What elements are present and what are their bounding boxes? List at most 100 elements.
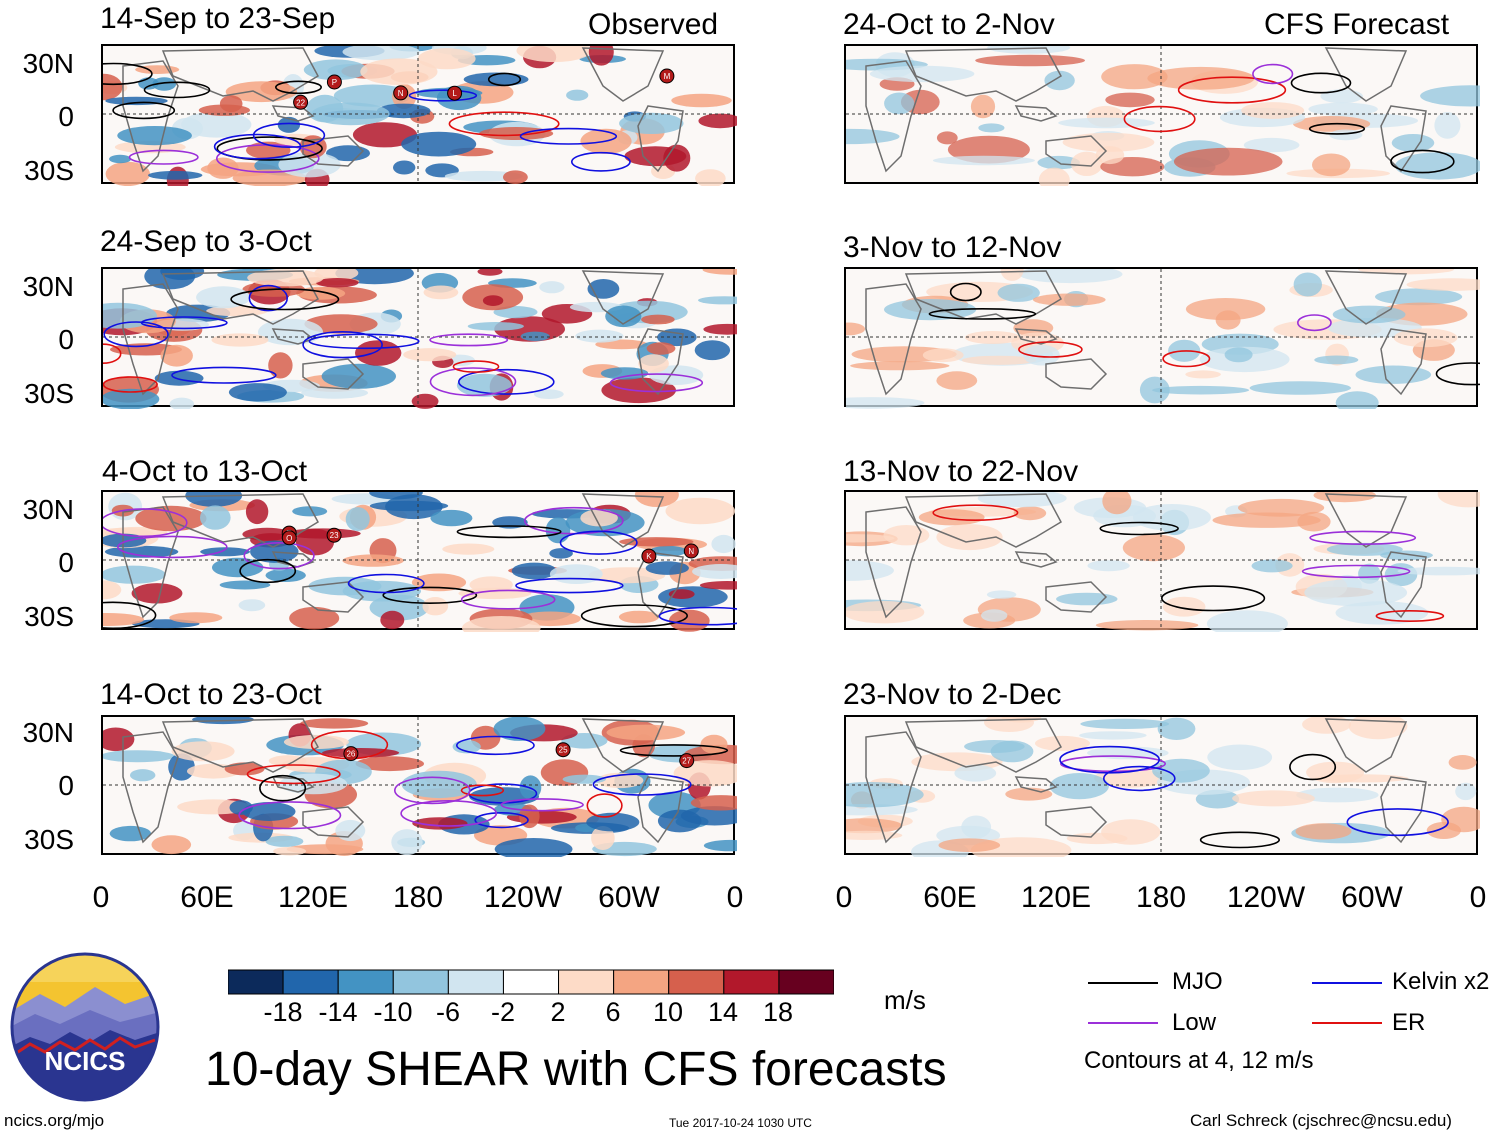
cb-tick-m18: -18 xyxy=(263,997,303,1027)
wave-contour xyxy=(393,776,471,805)
coastline xyxy=(161,270,319,325)
shear-anomaly-blob xyxy=(846,128,900,145)
coastline xyxy=(581,47,665,102)
shear-anomaly-blob xyxy=(403,348,457,362)
storm-marker xyxy=(679,753,695,769)
y-tick-30s-p2: 30S xyxy=(24,378,74,409)
shear-anomaly-blob xyxy=(283,734,349,750)
shear-anomaly-blob xyxy=(869,65,975,83)
storm-marker-label: N xyxy=(688,547,694,556)
wave-contour xyxy=(515,577,624,594)
map-panel-6-svg xyxy=(846,269,1480,409)
x-tick-left-0-end: 0 xyxy=(726,881,744,914)
coastline xyxy=(1045,135,1108,167)
coastline xyxy=(302,135,365,167)
shear-anomaly-blob xyxy=(703,839,737,852)
storm-marker xyxy=(326,74,342,90)
column-title-observed: Observed xyxy=(588,8,719,41)
shear-anomaly-blob xyxy=(273,846,306,856)
wave-contour xyxy=(1290,72,1352,94)
coastline xyxy=(637,776,684,844)
coastline xyxy=(865,731,922,844)
map-panel-7-svg xyxy=(846,492,1480,632)
shear-anomaly-blob xyxy=(1249,381,1351,395)
map-panel-1: 22 N P M L xyxy=(101,44,737,186)
colorbar-swatch-1 xyxy=(282,969,339,995)
shear-anomaly-blob xyxy=(846,322,866,336)
shear-anomaly-blob xyxy=(846,818,903,834)
shear-anomaly-blob xyxy=(690,795,737,811)
coastline xyxy=(1380,776,1427,844)
shear-anomaly-blob xyxy=(463,72,529,87)
shear-anomaly-blob xyxy=(961,355,1037,365)
wave-contour xyxy=(140,316,228,330)
shear-anomaly-blob xyxy=(600,367,649,380)
wave-contour xyxy=(408,89,478,102)
shear-anomaly-blob xyxy=(422,597,449,616)
shear-anomaly-blob xyxy=(1329,129,1363,141)
shear-anomaly-blob xyxy=(695,169,726,186)
shear-anomaly-blob xyxy=(711,534,736,554)
shear-anomaly-blob xyxy=(1314,355,1359,365)
shear-anomaly-blob xyxy=(477,269,503,276)
panel-title-7: 13-Nov to 22-Nov xyxy=(843,455,1079,488)
wave-contour xyxy=(1161,585,1266,612)
shear-anomaly-blob xyxy=(586,812,640,832)
shear-anomaly-blob xyxy=(1434,112,1461,139)
shear-anomaly-blob xyxy=(503,170,528,184)
shear-anomaly-blob xyxy=(657,328,697,347)
wave-contour xyxy=(609,373,704,393)
shear-anomaly-blob xyxy=(665,497,736,525)
x-tick-right-0: 0 xyxy=(835,881,853,914)
shear-anomaly-blob xyxy=(1087,746,1169,760)
shear-anomaly-blob xyxy=(1173,147,1283,176)
x-tick-left-0: 0 xyxy=(92,881,110,914)
shear-anomaly-blob xyxy=(401,131,477,157)
y-tick-0-p3: 0 xyxy=(58,547,74,578)
shear-anomaly-blob xyxy=(369,500,449,512)
shear-anomaly-blob xyxy=(1391,134,1435,152)
shear-anomaly-blob xyxy=(160,269,205,280)
shear-anomaly-blob xyxy=(918,509,985,526)
wave-contour xyxy=(1375,610,1445,623)
storm-marker-label: 23 xyxy=(330,531,339,540)
wave-contour xyxy=(275,80,323,95)
shear-anomaly-blob xyxy=(566,89,589,101)
footer-site-link[interactable]: ncics.org/mjo xyxy=(4,1111,105,1130)
shear-anomaly-blob xyxy=(304,314,378,334)
shear-anomaly-blob xyxy=(225,81,298,103)
shear-anomaly-blob xyxy=(846,782,924,808)
coastline xyxy=(1014,551,1058,568)
wave-contour xyxy=(949,282,982,302)
map-panel-6 xyxy=(844,267,1480,409)
shear-anomaly-blob xyxy=(292,506,328,517)
shear-anomaly-blob xyxy=(932,155,1035,166)
shear-anomaly-blob xyxy=(575,329,624,343)
x-tick-right-60e: 60E xyxy=(923,881,977,914)
shear-field-3 xyxy=(103,492,737,632)
cb-tick-m14: -14 xyxy=(318,997,358,1027)
shear-anomaly-blob xyxy=(663,144,691,172)
shear-anomaly-blob xyxy=(883,525,930,546)
wave-contour xyxy=(586,793,623,818)
wave-contour xyxy=(1289,753,1337,781)
shear-anomaly-blob xyxy=(265,835,304,847)
panel-title-3: 4-Oct to 13-Oct xyxy=(102,455,308,488)
shear-anomaly-blob xyxy=(1018,269,1123,284)
shear-anomaly-blob xyxy=(1185,370,1221,379)
map-panel-1-svg: 22 N P M L xyxy=(103,46,737,186)
shear-anomaly-blob xyxy=(430,509,473,527)
x-tick-left-60w: 60W xyxy=(598,881,660,914)
shear-anomaly-blob xyxy=(245,499,269,525)
shear-anomaly-blob xyxy=(549,564,603,584)
wave-contour xyxy=(429,367,517,397)
shear-anomaly-blob xyxy=(103,565,166,584)
shear-anomaly-blob xyxy=(376,103,431,119)
shear-anomaly-blob xyxy=(694,340,731,361)
shear-anomaly-blob xyxy=(277,116,301,133)
shear-anomaly-blob xyxy=(135,65,180,74)
shear-anomaly-blob xyxy=(1207,744,1273,771)
shear-anomaly-blob xyxy=(1297,511,1331,532)
shear-anomaly-blob xyxy=(702,269,737,275)
coastline xyxy=(637,551,684,619)
